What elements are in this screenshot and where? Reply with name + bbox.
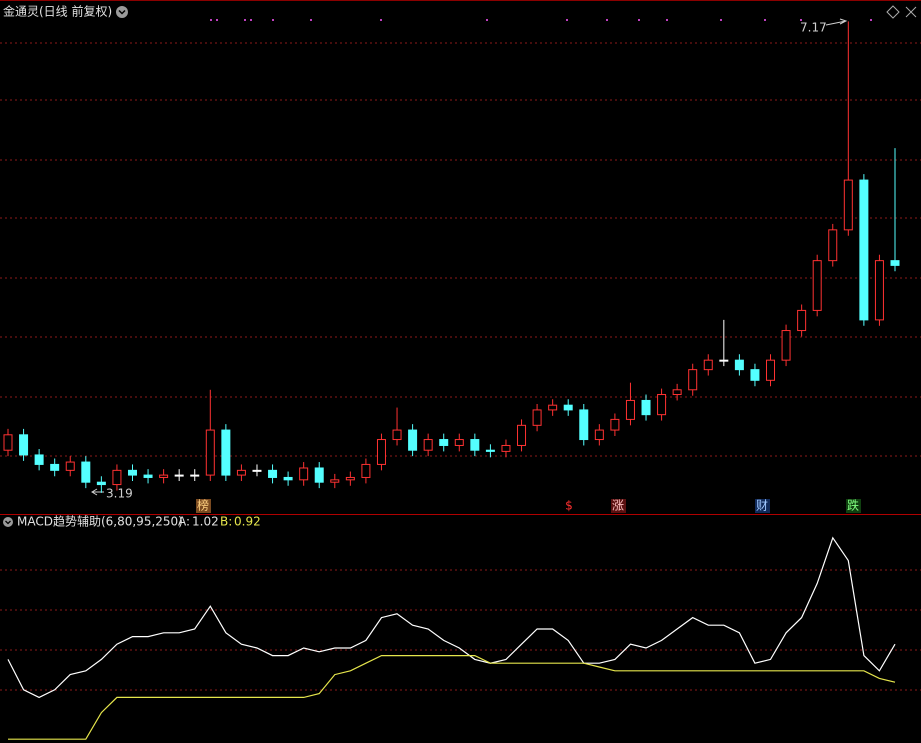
- dropdown-arrow: [5, 520, 11, 525]
- candle-body: [470, 439, 480, 451]
- candle-body: [610, 418, 620, 431]
- candle-body: [330, 479, 340, 483]
- candle-body: [874, 260, 884, 321]
- signal-box: [846, 499, 861, 513]
- indicator-line: [7, 536, 896, 699]
- candle-body: [96, 481, 106, 486]
- candle-body: [423, 439, 433, 451]
- candle-body: [81, 461, 91, 483]
- candle-body: [890, 260, 900, 266]
- candle-body: [345, 476, 355, 481]
- grid-main: [0, 42, 921, 691]
- legend-label: B:: [220, 515, 232, 529]
- candle-body: [766, 359, 776, 381]
- candle-body: [361, 463, 371, 478]
- close-icon[interactable]: [905, 6, 917, 18]
- candle-body: [408, 429, 418, 451]
- candle-body: [205, 429, 215, 476]
- candle-body: [859, 179, 869, 321]
- low-arrow: [91, 488, 104, 496]
- candle-body: [688, 369, 698, 391]
- signal-box: [611, 499, 626, 513]
- candle-body: [812, 260, 822, 311]
- high-label: 7.17: [800, 21, 827, 35]
- candle-body: [3, 434, 13, 451]
- candle-body: [143, 474, 153, 478]
- signal: 跌: [847, 498, 859, 513]
- diamond-icon[interactable]: [886, 5, 900, 19]
- candle-body: [112, 469, 122, 486]
- candle-body: [439, 439, 449, 446]
- dropdown-arrow: [118, 9, 126, 15]
- candle-body: [797, 309, 807, 332]
- candle-body: [236, 469, 246, 476]
- candle-body: [50, 463, 60, 471]
- candle-body: [190, 474, 200, 477]
- candle-body: [719, 359, 729, 362]
- dropdown-icon[interactable]: [116, 6, 128, 18]
- candle-body: [625, 399, 635, 420]
- candle-body: [563, 404, 573, 411]
- candle-body: [34, 454, 44, 465]
- candle-body: [750, 369, 760, 381]
- candle-body: [672, 389, 682, 396]
- signal-box: [196, 499, 211, 513]
- legend-value: 0.92: [234, 515, 261, 529]
- candle-body: [127, 469, 137, 476]
- candle-body: [283, 476, 293, 481]
- legend-value: 1.02: [192, 515, 219, 529]
- candle-body: [843, 179, 853, 231]
- low-label: 3.19: [106, 487, 133, 501]
- candle-body: [641, 399, 651, 416]
- high-arrow: [825, 18, 848, 26]
- candle-body: [781, 330, 791, 361]
- candle-body: [252, 469, 262, 472]
- candle-body: [19, 434, 29, 456]
- candle-body: [314, 467, 324, 483]
- candle-body: [221, 429, 231, 476]
- top-dots: [210, 19, 872, 21]
- dropdown-icon[interactable]: [3, 517, 13, 527]
- candle-body: [159, 474, 169, 478]
- candle-body: [734, 359, 744, 371]
- candle-body: [376, 439, 386, 465]
- candle-body: [579, 409, 589, 441]
- candle-body: [594, 429, 604, 441]
- candle-body: [392, 429, 402, 441]
- candle-body: [828, 229, 838, 262]
- candle-body: [548, 404, 558, 411]
- indicator-line: [8, 655, 896, 740]
- legend-label: A:: [178, 515, 190, 529]
- signal: 涨: [612, 498, 624, 513]
- indicator-title: MACD趋势辅助(6,80,95,250): [17, 515, 183, 529]
- candle-body: [65, 461, 75, 471]
- signal-box: [755, 499, 770, 513]
- candle-body: [485, 449, 495, 452]
- candle-body: [703, 359, 713, 371]
- candle-body: [532, 409, 542, 426]
- candle-body: [657, 394, 667, 416]
- candle-body: [268, 469, 278, 478]
- candle-body: [454, 439, 464, 446]
- candle-body: [174, 474, 184, 477]
- main-title: 金通灵(日线 前复权): [3, 4, 112, 19]
- signal: 榜: [197, 498, 209, 513]
- signal: 财: [756, 499, 768, 513]
- candle-body: [299, 467, 309, 481]
- candle-body: [517, 424, 527, 446]
- candle-body: [501, 444, 511, 452]
- signal: $: [565, 499, 573, 513]
